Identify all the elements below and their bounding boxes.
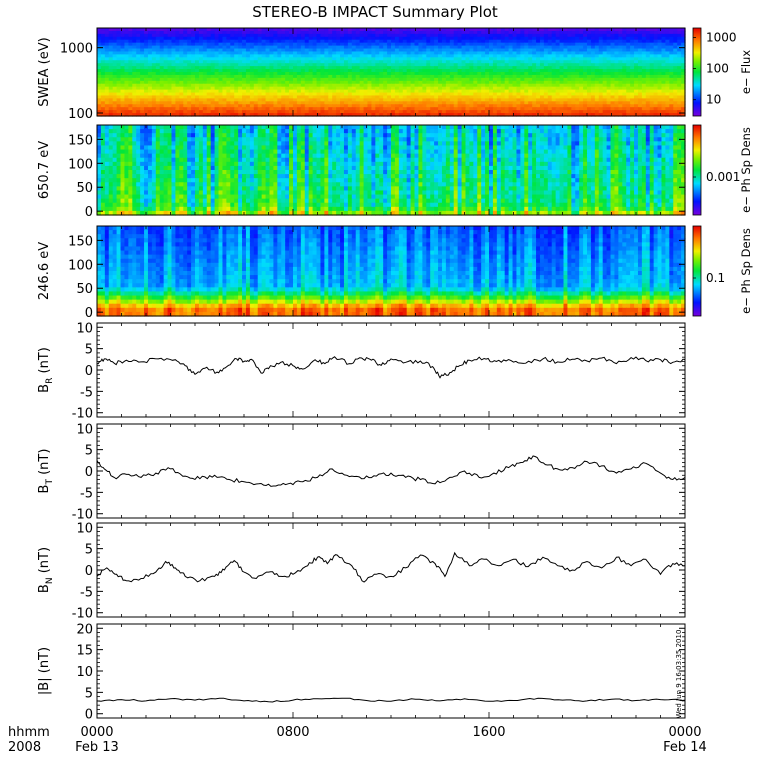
y-tick-label: -5: [80, 585, 93, 600]
data-line: [96, 551, 686, 583]
x-tick-label: 1600: [472, 725, 505, 740]
colorbar-tick-label: 0.001: [706, 170, 740, 184]
y-tick-label: -10: [72, 508, 93, 523]
y-tick-label: 50: [76, 282, 93, 297]
y-tick-label: 5: [85, 343, 93, 358]
colorbar: [692, 124, 702, 216]
y-tick-label: 100: [68, 157, 93, 172]
y-tick-label: 5: [85, 686, 93, 701]
y-tick-label: 0: [85, 564, 93, 579]
panel-frame: [96, 522, 686, 618]
y-tick-label: 10: [76, 665, 93, 680]
y-tick-label: 0: [85, 364, 93, 379]
x-tick-label: 0000: [80, 725, 113, 740]
heatmap-cells: [97, 226, 686, 317]
panel-frame: [96, 322, 686, 418]
colorbar-tick-label: 10: [706, 93, 721, 107]
heatmap-cells: [97, 28, 686, 117]
panel-frame: [96, 423, 686, 519]
y-axis-label: 246.6 eV: [37, 242, 52, 300]
x-corner-label: hhmm: [8, 725, 50, 740]
y-tick-label: -10: [72, 607, 93, 622]
colorbar-label: e− Ph Sp Dens: [739, 228, 753, 314]
y-tick-label: -5: [80, 486, 93, 501]
y-tick-label: 10: [76, 321, 93, 336]
data-line: [96, 356, 686, 379]
x-tick-label: 0000: [668, 725, 701, 740]
y-tick-label: -10: [72, 407, 93, 422]
x-year-label: 2008: [8, 740, 41, 755]
colorbar-tick-label: 0.1: [706, 271, 725, 285]
y-axis-label: BT (nT): [37, 449, 55, 494]
y-axis-label: 650.7 eV: [37, 141, 52, 199]
timestamp: Wed Jun 9 16:03:35 2010: [675, 630, 683, 719]
y-tick-label: 0: [85, 465, 93, 480]
chart-title: STEREO-B IMPACT Summary Plot: [252, 3, 498, 21]
y-tick-label: 1000: [60, 42, 93, 57]
heatmap-cells: [97, 125, 686, 216]
y-tick-label: 10: [76, 521, 93, 536]
y-tick-label: 5: [85, 543, 93, 558]
y-tick-label: 15: [76, 644, 93, 659]
colorbar: [692, 27, 702, 117]
panel-7: 0 5 10 15 20 |B| (nT): [37, 622, 686, 723]
y-tick-label: 150: [68, 133, 93, 148]
panel-6: -10 -5 0 5 10 BN (nT): [37, 521, 686, 622]
y-axis-label: SWEA (eV): [37, 37, 52, 106]
colorbar-label: e− Flux: [739, 50, 753, 94]
panel-5: -10 -5 0 5 10 BT (nT): [37, 422, 686, 523]
colorbar-label: e− Ph Sp Dens: [739, 127, 753, 213]
y-tick-label: -5: [80, 385, 93, 400]
y-axis-label: |B| (nT): [37, 647, 52, 695]
colorbar: [692, 225, 702, 317]
y-tick-label: 100: [68, 258, 93, 273]
y-tick-label: 20: [76, 622, 93, 637]
y-tick-label: 50: [76, 181, 93, 196]
colorbar-tick-label: 1000: [706, 30, 737, 44]
y-tick-label: 150: [68, 234, 93, 249]
y-tick-label: 0: [85, 306, 93, 321]
panel-3: 0.1 e− Ph Sp Dens 0 50 100 150 246.6 eV: [37, 225, 753, 321]
x-date-label: Feb 14: [663, 740, 707, 755]
y-tick-label: 0: [85, 708, 93, 723]
y-tick-label: 0: [85, 205, 93, 220]
y-tick-label: 10: [76, 422, 93, 437]
y-tick-label: 5: [85, 444, 93, 459]
panel-frame: [96, 623, 686, 719]
colorbar-tick-label: 100: [706, 62, 729, 76]
y-tick-label: 100: [68, 107, 93, 122]
data-line: [96, 697, 686, 703]
y-axis-label: BR (nT): [37, 347, 55, 393]
y-axis-label: BN (nT): [37, 547, 55, 593]
data-line: [96, 455, 686, 487]
x-tick-label: 0800: [276, 725, 309, 740]
x-date-label: Feb 13: [75, 740, 119, 755]
panel-4: -10 -5 0 5 10 BR (nT): [37, 321, 686, 422]
